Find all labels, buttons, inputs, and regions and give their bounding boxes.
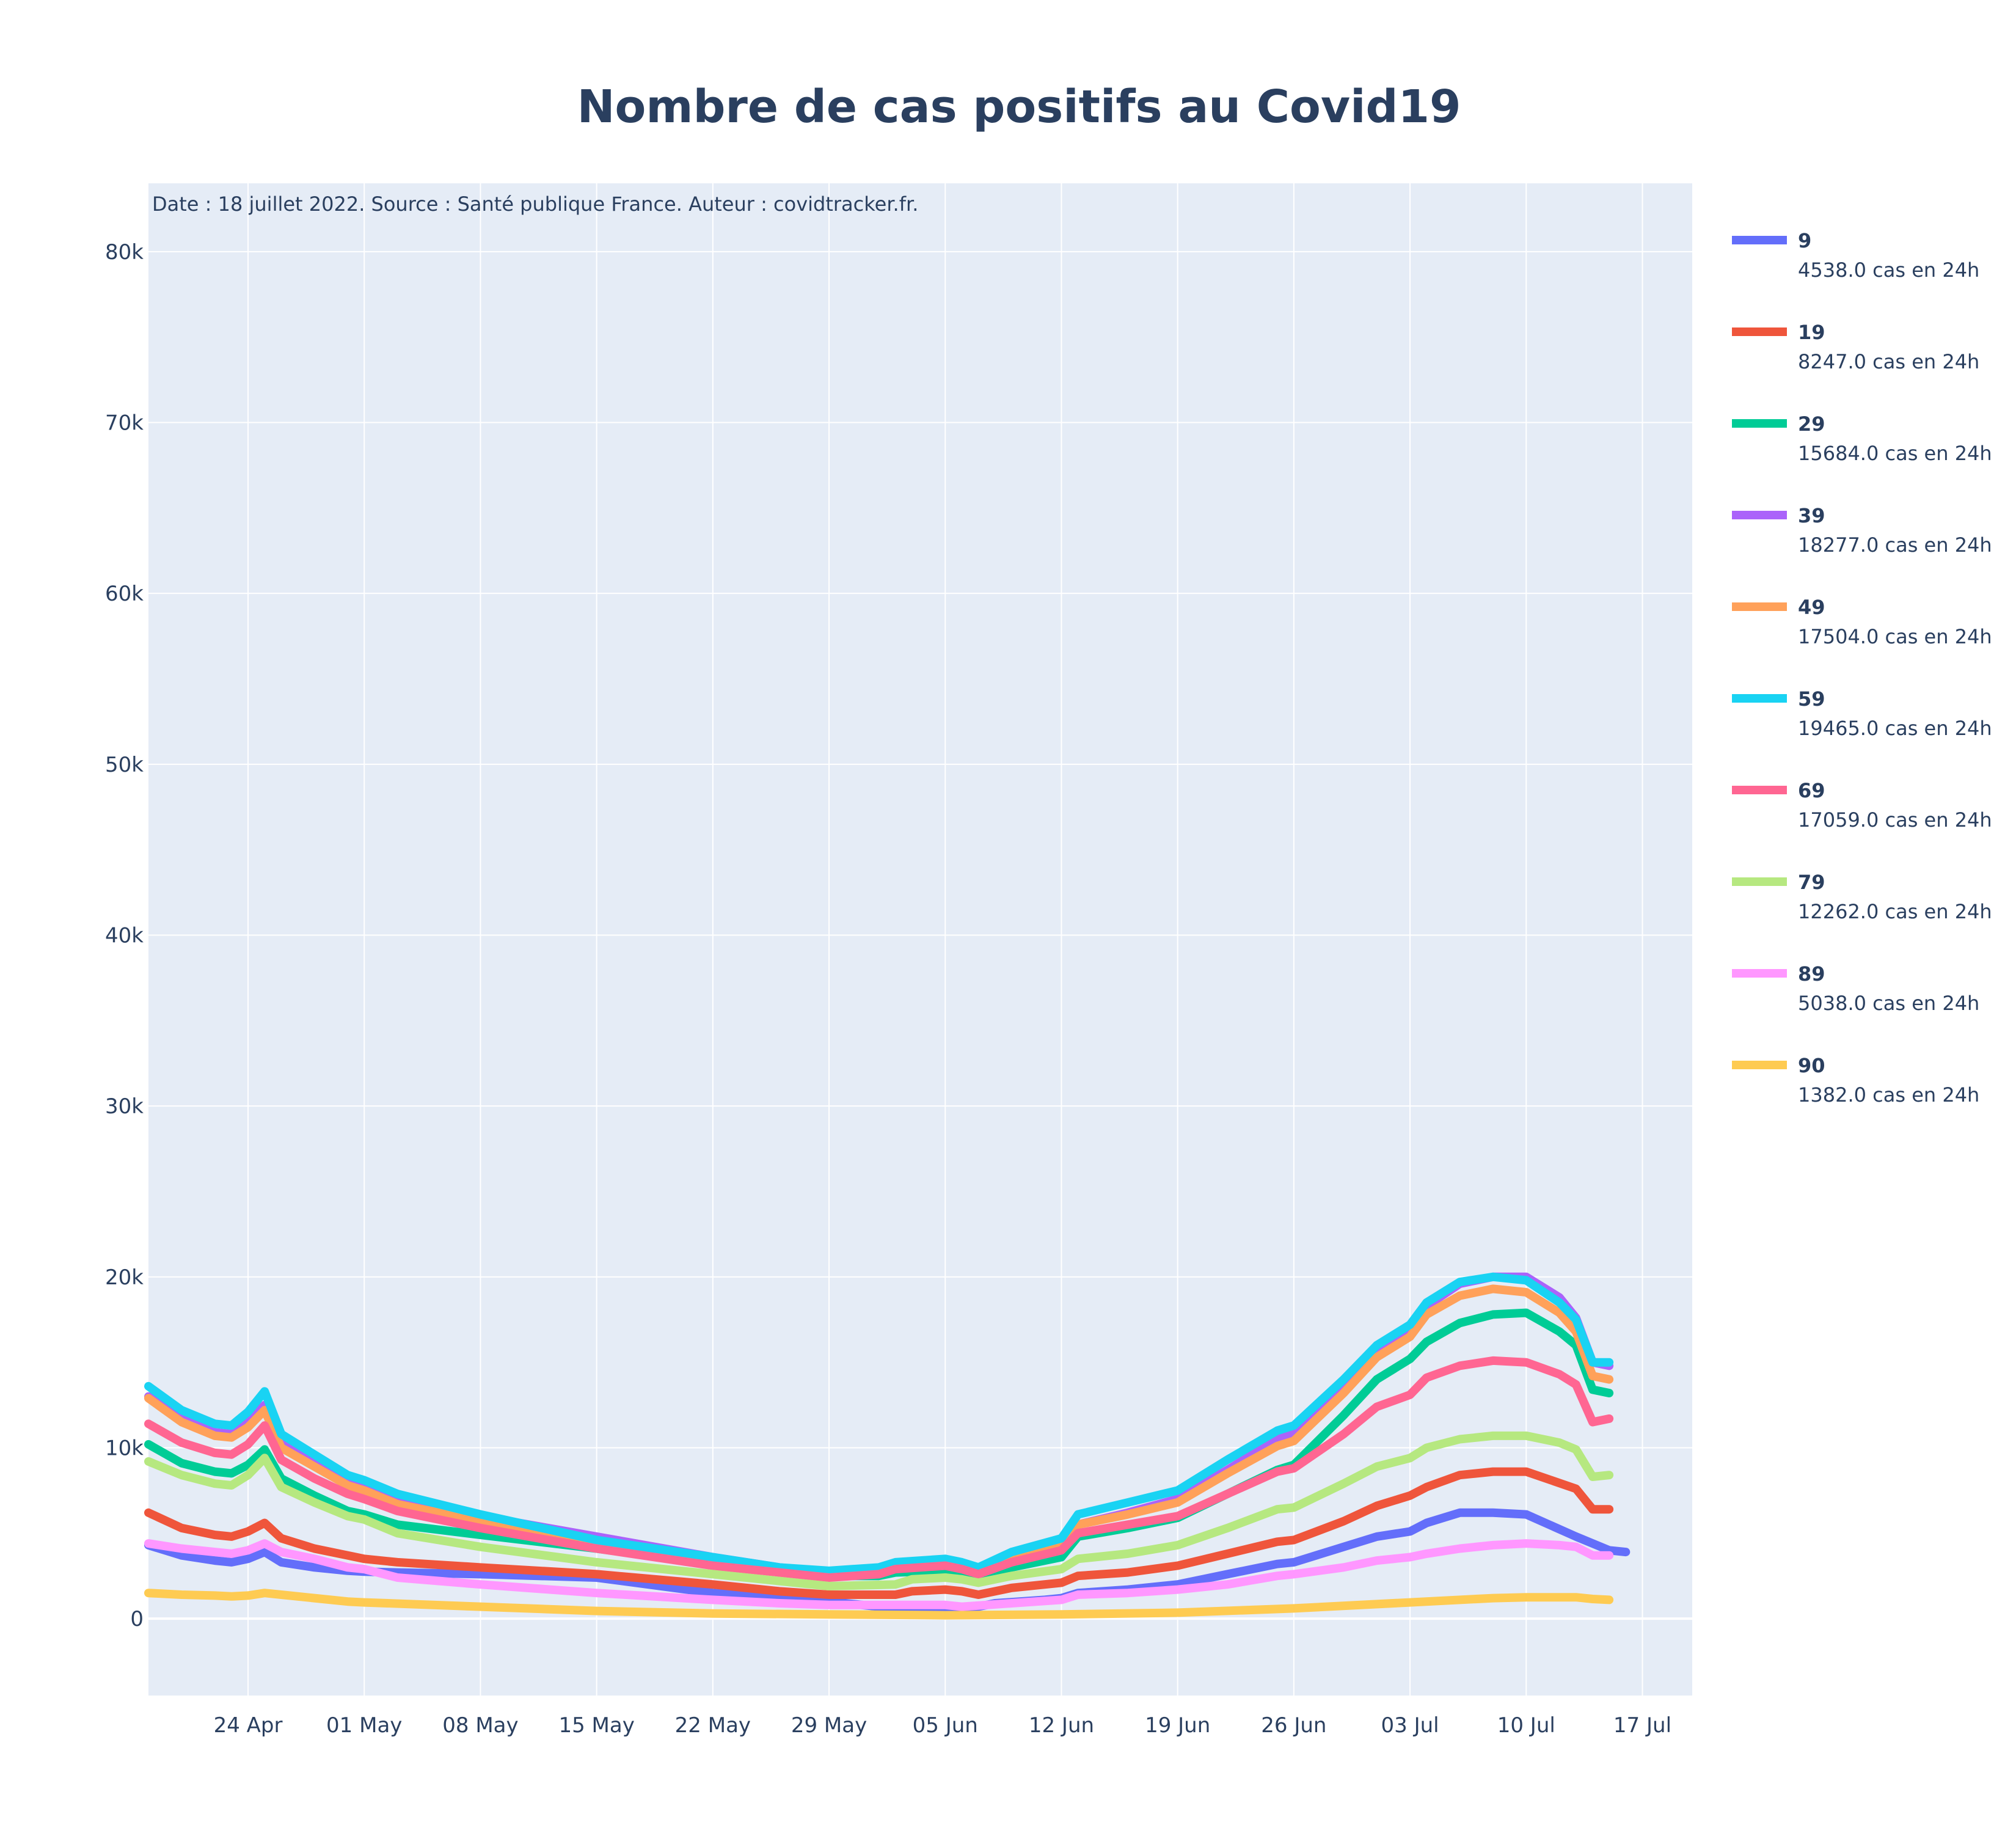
y-tick-label: 50k: [105, 753, 144, 777]
y-tick-label: 30k: [105, 1094, 144, 1119]
legend-label: 29: [1798, 412, 1825, 436]
legend-label: 89: [1798, 962, 1825, 986]
series-line-89: [144, 1539, 1614, 1611]
x-tick-label: 24 Apr: [214, 1713, 283, 1738]
axes: 24 Apr 01 May 08 May 15 May 22 May 29 May 05 J…: [105, 240, 1671, 1738]
source-annotation: Date : 18 juillet 2022. Source : Santé p…: [152, 192, 918, 216]
legend-label: 39: [1798, 504, 1825, 527]
x-tick-label: 19 Jun: [1145, 1713, 1210, 1738]
legend-item-79[interactable]: 79 12262.0 cas en 24h: [1732, 871, 1992, 923]
legend-sublabel: 18277.0 cas en 24h: [1798, 533, 1992, 557]
x-tick-label: 08 May: [442, 1713, 518, 1738]
legend-sublabel: 17059.0 cas en 24h: [1798, 808, 1992, 832]
legend-label: 49: [1798, 596, 1825, 619]
series-line-19: [144, 1467, 1614, 1599]
legend-sublabel: 12262.0 cas en 24h: [1798, 900, 1992, 923]
legend-sublabel: 8247.0 cas en 24h: [1798, 350, 1979, 373]
x-tick-label: 26 Jun: [1261, 1713, 1326, 1738]
y-tick-label: 0: [130, 1607, 144, 1631]
legend-item-89[interactable]: 89 5038.0 cas en 24h: [1732, 962, 1979, 1015]
x-tick-label: 29 May: [791, 1713, 867, 1738]
y-tick-label: 40k: [105, 924, 144, 948]
legend-item-49[interactable]: 49 17504.0 cas en 24h: [1732, 596, 1992, 648]
series-line-59: [144, 1272, 1614, 1575]
x-tick-label: 12 Jun: [1029, 1713, 1094, 1738]
x-tick-label: 01 May: [326, 1713, 402, 1738]
plot-area: [148, 183, 1692, 1696]
legend-item-39[interactable]: 39 18277.0 cas en 24h: [1732, 504, 1992, 557]
legend-item-9[interactable]: 9 4538.0 cas en 24h: [1732, 229, 1979, 282]
legend-sublabel: 17504.0 cas en 24h: [1798, 625, 1992, 648]
chart-title: Nombre de cas positifs au Covid19: [577, 81, 1461, 133]
legend-label: 59: [1798, 687, 1825, 711]
legend-label: 90: [1798, 1054, 1825, 1077]
y-tick-label: 20k: [105, 1265, 144, 1290]
legend-item-29[interactable]: 29 15684.0 cas en 24h: [1732, 412, 1992, 465]
legend-item-19[interactable]: 19 8247.0 cas en 24h: [1732, 321, 1979, 373]
legend: 9 4538.0 cas en 24h 19 8247.0 cas en 24h 29 1…: [1732, 229, 1992, 1107]
legend-sublabel: 15684.0 cas en 24h: [1798, 442, 1992, 465]
series-line-69: [144, 1356, 1614, 1582]
legend-item-59[interactable]: 59 19465.0 cas en 24h: [1732, 687, 1992, 740]
x-tick-label: 03 Jul: [1381, 1713, 1439, 1738]
y-tick-label: 80k: [105, 240, 144, 265]
x-tick-label: 05 Jun: [913, 1713, 978, 1738]
x-tick-label: 10 Jul: [1497, 1713, 1555, 1738]
legend-sublabel: 4538.0 cas en 24h: [1798, 258, 1979, 282]
legend-label: 9: [1798, 229, 1811, 252]
series-lines: [144, 1272, 1631, 1620]
legend-label: 69: [1798, 779, 1825, 802]
series-line-90: [144, 1589, 1614, 1620]
y-tick-label: 10k: [105, 1436, 144, 1460]
x-tick-label: 17 Jul: [1613, 1713, 1671, 1738]
y-tick-label: 70k: [105, 411, 144, 436]
x-tick-label: 22 May: [675, 1713, 751, 1738]
y-tick-label: 60k: [105, 582, 144, 606]
legend-sublabel: 1382.0 cas en 24h: [1798, 1083, 1979, 1107]
legend-label: 79: [1798, 871, 1825, 894]
x-tick-label: 15 May: [558, 1713, 634, 1738]
legend-item-90[interactable]: 90 1382.0 cas en 24h: [1732, 1054, 1979, 1107]
legend-sublabel: 5038.0 cas en 24h: [1798, 992, 1979, 1015]
legend-sublabel: 19465.0 cas en 24h: [1798, 717, 1992, 740]
legend-label: 19: [1798, 321, 1825, 344]
series-line-79: [144, 1431, 1614, 1590]
legend-item-69[interactable]: 69 17059.0 cas en 24h: [1732, 779, 1992, 832]
